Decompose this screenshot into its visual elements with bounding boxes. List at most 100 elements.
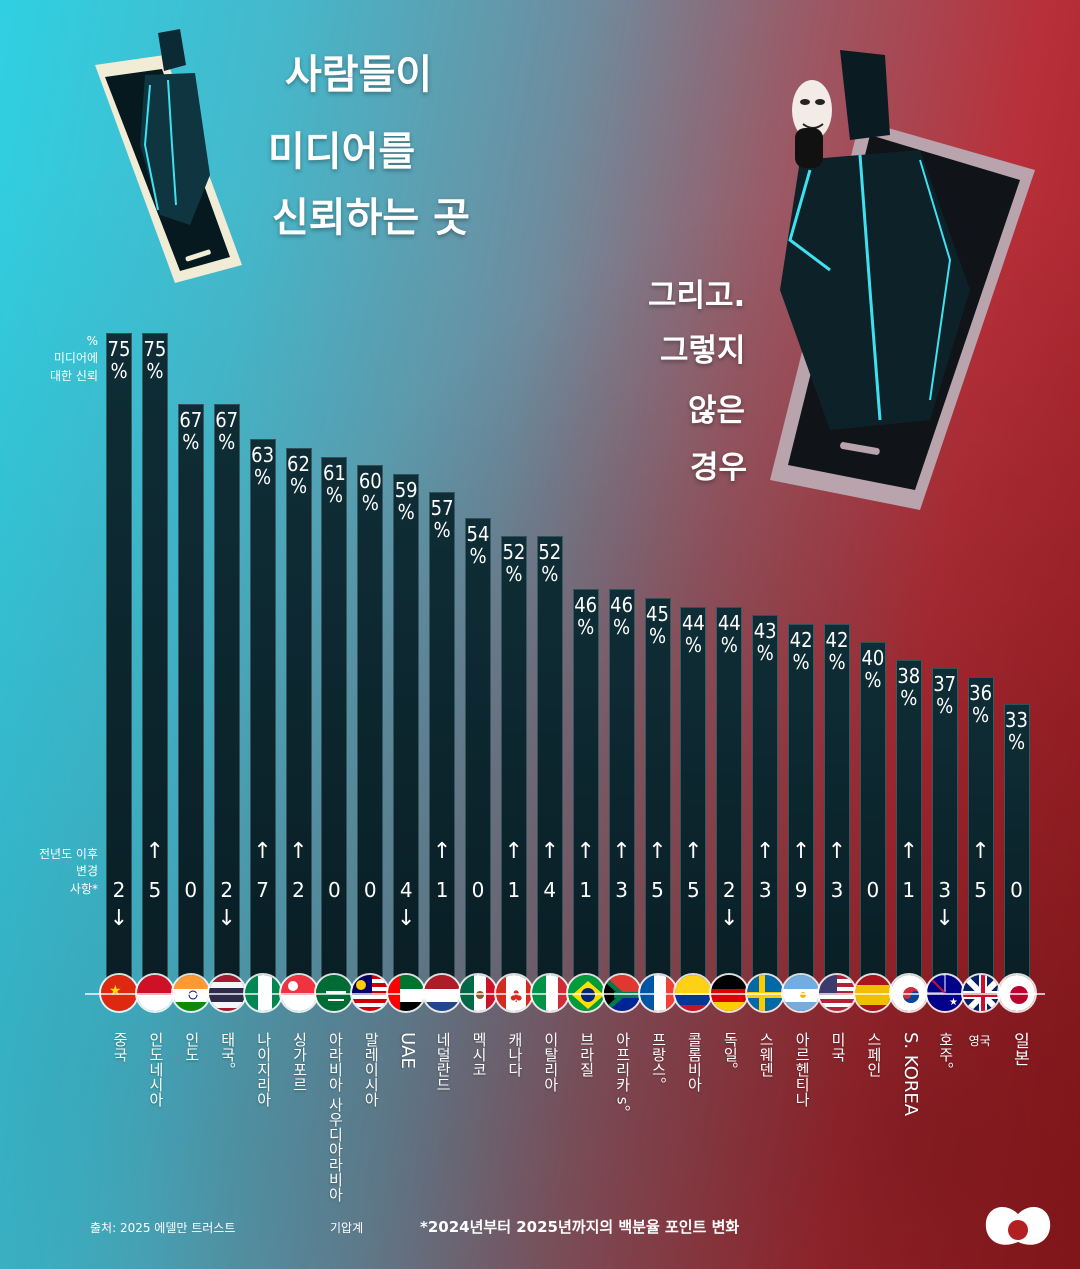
headline-line-2: 미디어를 (268, 129, 416, 175)
country-label: 스웨덴 (757, 1032, 776, 1077)
subline-line-4: 경우 (690, 450, 748, 486)
bar-change-label: 1 (579, 877, 593, 902)
bar-value-label: 44% (717, 610, 741, 657)
headline-line-3: 신뢰하는 곳 (272, 195, 470, 241)
bar-2: 67% 0 (177, 403, 204, 995)
bar-change-label: 0 (184, 877, 198, 902)
bar-change-label: 0 (471, 877, 485, 902)
bar-change-label: 5 (974, 877, 987, 902)
bar-24: 36% 5 ↑ (967, 677, 994, 995)
phone-man-illustration-left (95, 29, 242, 283)
up-arrow-icon: ↑ (145, 839, 165, 864)
bar-value-label: 75% (143, 337, 167, 383)
country-label: 브라질 (577, 1032, 596, 1077)
bar-15: 45% 5 ↑ (644, 597, 671, 995)
bar-value-label: 54% (466, 522, 490, 569)
bar-0: 75% 2 ↓ (106, 333, 132, 995)
bar-18: 43% 3 ↑ (752, 615, 779, 995)
country-label: 말레이시아 (362, 1032, 381, 1107)
up-arrow-icon: ↑ (504, 838, 524, 864)
up-arrow-icon: ↑ (827, 838, 847, 864)
change-label-line-1: 전년도 이후 (38, 847, 98, 861)
bar-value-label: 36% (969, 681, 993, 728)
change-label: 전년도 이후 변경 사항* (20, 846, 98, 898)
bar-change-label: 9 (794, 877, 808, 902)
up-arrow-icon: ↑ (612, 838, 631, 864)
bar-value-label: 67% (179, 407, 203, 454)
bar-change-label: 0 (866, 877, 880, 902)
bar-change-label: 2 (292, 877, 305, 902)
country-label: 나이지리아 (254, 1032, 273, 1107)
bar-value-label: 38% (897, 663, 921, 710)
bar-21: 40% 0 (859, 641, 886, 995)
bar-11: 52% 1 ↑ (500, 536, 527, 995)
bar-change-label: 4 (543, 877, 557, 902)
y-axis-label-percent: % (86, 334, 98, 348)
bar-value-label: 61% (322, 460, 346, 507)
bar-22: 38% 1 ↑ (895, 659, 922, 995)
bar-value-label: 37% (933, 672, 957, 719)
y-axis-label-line-2: 미디어에 (53, 351, 98, 366)
country-label: 콜롬비아 (685, 1032, 704, 1092)
bar-6: 61% 0 (321, 456, 348, 995)
bar-change-label: 2 (112, 878, 126, 902)
bar-13: 46% 1 ↑ (572, 588, 599, 995)
country-label: 독일。 (721, 1032, 740, 1077)
country-label: 아프리카 s。 (613, 1032, 632, 1120)
country-label: 태국。 (218, 1032, 237, 1077)
bar-value-label: 63% (251, 442, 275, 489)
bar-change-label: 4 (399, 877, 413, 902)
bar-value-label: 44% (681, 610, 705, 657)
bar-5: 62% 2 ↑ (285, 447, 312, 995)
bar-23: 37% 3 ↓ (931, 668, 958, 995)
bar-8: 59% 4 ↓ (393, 474, 420, 995)
up-arrow-icon: ↑ (253, 838, 272, 864)
bar-7: 60% 0 (357, 465, 384, 995)
country-label: 미국 (829, 1032, 847, 1062)
x-axis-line (85, 993, 1045, 995)
down-arrow-icon: ↓ (109, 906, 129, 931)
country-label: 아르헨티나 (793, 1032, 812, 1107)
country-label: 영국 (968, 1034, 991, 1048)
bar-change-label: 3 (615, 877, 628, 902)
up-arrow-icon: ↑ (289, 838, 308, 864)
bar-value-label: 33% (1005, 707, 1028, 754)
bar-value-label: 46% (574, 592, 598, 639)
bar-change-label: 1 (507, 877, 521, 902)
bar-value-label: 40% (861, 645, 885, 692)
subline-line-2: 그렇지 (660, 333, 746, 369)
subline-line-3: 않은 (688, 393, 746, 429)
bar-change-label: 5 (687, 877, 700, 902)
down-arrow-icon: ↓ (720, 905, 739, 931)
bar-change-label: 5 (651, 877, 664, 902)
country-label: 일본 (1009, 1032, 1030, 1066)
country-label: 네덜란드 (434, 1032, 453, 1092)
bar-change-label: 2 (722, 877, 736, 902)
bar-value-label: 42% (789, 628, 813, 675)
up-arrow-icon: ↑ (755, 838, 775, 864)
bar-change-label: 3 (938, 877, 952, 902)
down-arrow-icon: ↓ (396, 905, 416, 931)
bar-change-label: 3 (758, 877, 772, 902)
country-label: 이탈리아 (541, 1032, 560, 1092)
country-label: 인도네시아 (146, 1032, 165, 1107)
bar-change-label: 0 (1010, 877, 1023, 902)
bar-value-label: 67% (215, 407, 239, 454)
country-label: UAE (397, 1032, 419, 1069)
svg-text:★: ★ (949, 997, 958, 1008)
bar-value-label: 46% (610, 592, 634, 639)
bar-value-label: 62% (287, 451, 310, 498)
bar-change-label: 0 (363, 877, 377, 902)
change-label-line-3: 사항* (69, 881, 98, 896)
country-label: 호주。 (936, 1032, 955, 1077)
bar-change-label: 2 (220, 877, 234, 902)
country-label: 멕시코 (470, 1032, 488, 1077)
down-arrow-icon: ↓ (217, 905, 236, 931)
up-arrow-icon: ↑ (648, 838, 667, 864)
country-label: 아라비아 사우디아라비아 (326, 1032, 345, 1202)
country-label: 프랑스。 (649, 1032, 668, 1092)
bar-change-label: 7 (256, 877, 269, 902)
up-arrow-icon: ↑ (540, 838, 560, 864)
country-label: 캐나다 (505, 1032, 524, 1077)
bar-value-label: 75% (107, 337, 131, 383)
